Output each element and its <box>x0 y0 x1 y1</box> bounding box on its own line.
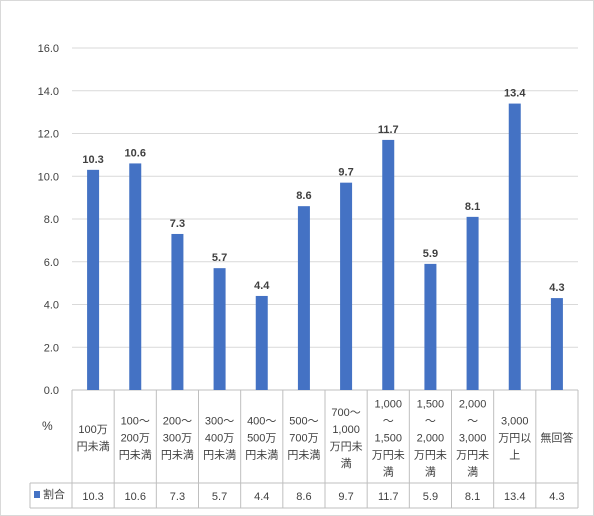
category-label: 万円未 <box>414 449 447 462</box>
data-label: 9.7 <box>338 167 353 179</box>
bar <box>255 295 268 390</box>
category-label: 100万 <box>78 424 107 436</box>
legend-swatch <box>34 491 40 498</box>
category-label: 上 <box>509 449 520 462</box>
category-label: 1,500 <box>417 399 445 411</box>
category-label: 円未満 <box>161 449 194 462</box>
table-value: 10.6 <box>125 491 146 503</box>
data-label: 7.3 <box>170 218 185 230</box>
category-label: 500～ <box>289 416 318 428</box>
table-value: 5.9 <box>423 491 438 503</box>
category-label: 無回答 <box>540 431 573 445</box>
unit-label: % <box>42 419 53 433</box>
y-tick-label: 2.0 <box>44 342 59 354</box>
category-label: 円未満 <box>119 449 152 462</box>
table-value: 4.4 <box>254 491 269 503</box>
category-label: ～ <box>467 416 478 428</box>
table-value: 7.3 <box>170 491 185 503</box>
category-label: 満 <box>341 457 352 470</box>
category-label: 万円未 <box>330 440 363 453</box>
category-label: 300万 <box>163 433 192 445</box>
table-value: 13.4 <box>504 491 525 503</box>
category-label: 700～ <box>331 407 360 419</box>
table-value: 10.3 <box>82 491 103 503</box>
category-label: 円未満 <box>77 440 110 453</box>
category-label: 満 <box>383 466 394 479</box>
category-label: 200～ <box>163 416 192 428</box>
category-label: 500万 <box>247 433 276 445</box>
category-label: 2,000 <box>417 433 445 445</box>
category-label: 万円未 <box>372 449 405 462</box>
category-label: 3,000 <box>459 433 487 445</box>
bar <box>129 163 142 390</box>
category-label: 1,000 <box>374 399 402 411</box>
bar <box>508 103 521 390</box>
category-label: 円未満 <box>203 449 236 462</box>
category-label: ～ <box>425 416 436 428</box>
bar <box>424 263 437 390</box>
category-label: 1,000 <box>332 424 360 436</box>
table-value: 4.3 <box>549 491 564 503</box>
data-label: 4.4 <box>254 280 270 292</box>
table-value: 9.7 <box>338 491 353 503</box>
category-label: 満 <box>425 466 436 479</box>
gridlines <box>72 47 578 391</box>
data-label: 5.9 <box>423 248 438 260</box>
category-label: 万円未 <box>456 449 489 462</box>
data-label: 10.3 <box>82 154 103 166</box>
bar <box>550 298 563 390</box>
category-label: 満 <box>467 466 478 479</box>
y-tick-label: 14.0 <box>38 86 59 98</box>
category-label: ～ <box>383 416 394 428</box>
category-label: 3,000 <box>501 416 529 428</box>
category-label: 円未満 <box>245 449 278 462</box>
bar <box>382 139 395 390</box>
bar <box>171 233 184 390</box>
category-label: 100～ <box>121 416 150 428</box>
y-tick-label: 12.0 <box>38 129 59 141</box>
data-label: 11.7 <box>378 124 399 136</box>
data-label: 13.4 <box>504 88 526 100</box>
category-label: 200万 <box>121 433 150 445</box>
category-label: 2,000 <box>459 399 487 411</box>
y-tick-label: 4.0 <box>44 300 59 312</box>
table-value: 8.6 <box>296 491 311 503</box>
category-label: 400万 <box>205 433 234 445</box>
bar <box>213 268 226 390</box>
data-labels: 10.3 10.6 7.3 5.7 4.4 8.6 9.7 11.7 5.9 8.1 13.4 4.3 <box>82 88 564 295</box>
y-tick-label: 10.0 <box>38 171 59 183</box>
data-label: 8.1 <box>465 201 480 213</box>
category-label: 円未満 <box>287 449 320 462</box>
category-label: 1,500 <box>374 433 402 445</box>
category-label: 700万 <box>289 433 318 445</box>
bar <box>340 182 353 390</box>
y-axis: 0.0 2.0 4.0 6.0 8.0 10.0 12.0 14.0 16.0 <box>38 43 59 397</box>
category-label: 400～ <box>247 416 276 428</box>
data-label: 5.7 <box>212 252 227 264</box>
y-tick-label: 6.0 <box>44 257 59 269</box>
data-table: % 割合 100万円未満10.3100～200万円未満10.6200～300万円… <box>29 390 579 509</box>
table-value: 11.7 <box>378 491 399 503</box>
bar <box>297 206 310 390</box>
bars <box>87 103 563 390</box>
y-tick-label: 16.0 <box>38 43 59 55</box>
data-label: 10.6 <box>125 147 146 159</box>
data-label: 8.6 <box>296 190 311 202</box>
y-tick-label: 0.0 <box>44 385 59 397</box>
data-label: 4.3 <box>549 282 564 294</box>
bar <box>466 216 479 390</box>
category-label: 300～ <box>205 416 234 428</box>
table-value: 8.1 <box>465 491 480 503</box>
legend-label: 割合 <box>43 487 65 501</box>
category-label: 万円以 <box>498 433 531 445</box>
table-value: 5.7 <box>212 491 227 503</box>
bar <box>87 169 100 390</box>
y-tick-label: 8.0 <box>44 214 59 226</box>
